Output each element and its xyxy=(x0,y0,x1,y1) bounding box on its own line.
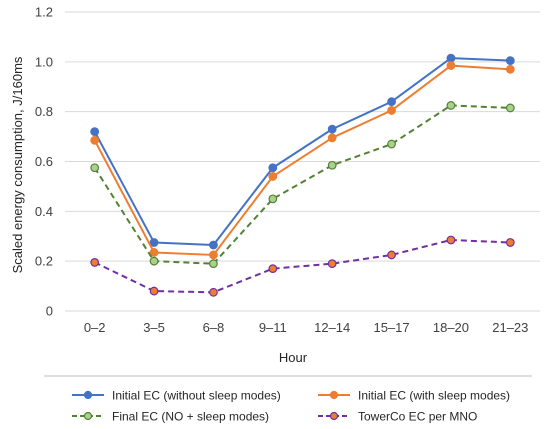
data-point xyxy=(505,64,515,74)
x-tick-label: 9–11 xyxy=(259,320,287,335)
data-point xyxy=(149,238,159,247)
y-axis-title: Scaled energy consumption, J/160ms xyxy=(10,56,25,273)
legend-item: Initial EC (with sleep modes) xyxy=(318,389,510,403)
x-tick-label: 21–23 xyxy=(492,320,528,335)
data-point xyxy=(446,53,456,63)
data-point xyxy=(209,259,218,269)
y-tick-label: 0.4 xyxy=(35,204,53,219)
series-line xyxy=(93,57,511,246)
data-point xyxy=(505,238,515,247)
data-point xyxy=(505,103,515,113)
x-tick-label: 18–20 xyxy=(433,320,469,335)
series-1 xyxy=(90,53,515,250)
data-point xyxy=(149,286,159,296)
series-line xyxy=(93,104,511,265)
gridlines xyxy=(65,11,540,312)
legend-item: TowerCo EC per MNO xyxy=(318,410,477,424)
data-point xyxy=(209,287,218,297)
data-point xyxy=(327,124,337,134)
y-tick-label: 0.6 xyxy=(35,154,53,169)
data-point xyxy=(446,101,456,110)
series-line xyxy=(94,238,511,294)
legend-marker xyxy=(83,390,93,400)
data-point xyxy=(327,133,337,143)
data-point xyxy=(446,61,456,70)
legend-label: Initial EC (without sleep modes) xyxy=(112,389,281,403)
legend-marker xyxy=(329,411,339,421)
y-tick-label: 1.2 xyxy=(35,5,53,20)
data-point xyxy=(268,172,278,181)
data-point xyxy=(209,240,218,250)
data-point xyxy=(90,163,100,173)
x-tick-label: 0–2 xyxy=(84,320,106,335)
series-2 xyxy=(90,61,515,260)
data-point xyxy=(327,160,337,170)
legend-marker xyxy=(83,411,93,421)
data-point xyxy=(446,235,456,245)
x-tick-label: 15–17 xyxy=(373,320,409,335)
y-tick-label: 0 xyxy=(46,304,53,319)
x-axis-ticks: 0–2 3–5 6–8 9–11 12–14 15–17 18–20 21–23 xyxy=(84,320,529,335)
data-point xyxy=(505,56,515,65)
data-point xyxy=(90,258,100,267)
data-point xyxy=(387,106,396,115)
data-point xyxy=(327,259,337,269)
legend-marker xyxy=(329,390,339,400)
data-point xyxy=(90,127,100,137)
y-tick-label: 0.2 xyxy=(35,254,53,269)
legend-item: Final EC (NO + sleep modes) xyxy=(72,410,269,424)
data-point xyxy=(268,264,278,274)
data-point xyxy=(149,256,159,266)
series-line xyxy=(93,64,511,256)
legend-item: Initial EC (without sleep modes) xyxy=(72,389,281,403)
x-axis-title: Hour xyxy=(279,350,308,365)
data-point xyxy=(387,97,396,107)
y-axis-ticks: 0 0.2 0.4 0.6 0.8 1.0 1.2 xyxy=(35,5,53,319)
data-point xyxy=(209,250,218,260)
legend-label: TowerCo EC per MNO xyxy=(358,410,477,424)
data-point xyxy=(149,248,159,257)
data-point xyxy=(387,250,396,260)
series-4 xyxy=(90,235,515,297)
y-tick-label: 0.8 xyxy=(35,104,53,119)
x-tick-label: 6–8 xyxy=(203,320,225,335)
x-tick-label: 12–14 xyxy=(314,320,350,335)
legend-label: Final EC (NO + sleep modes) xyxy=(112,410,269,424)
legend-label: Initial EC (with sleep modes) xyxy=(358,389,510,403)
x-tick-label: 3–5 xyxy=(143,320,165,335)
data-point xyxy=(90,135,100,145)
data-point xyxy=(268,163,278,173)
legend: Initial EC (without sleep modes) Initial … xyxy=(44,375,532,424)
series-3 xyxy=(90,101,515,269)
series-layer xyxy=(90,53,515,297)
data-point xyxy=(387,139,396,149)
y-tick-label: 1.0 xyxy=(35,54,53,69)
data-point xyxy=(268,194,278,204)
